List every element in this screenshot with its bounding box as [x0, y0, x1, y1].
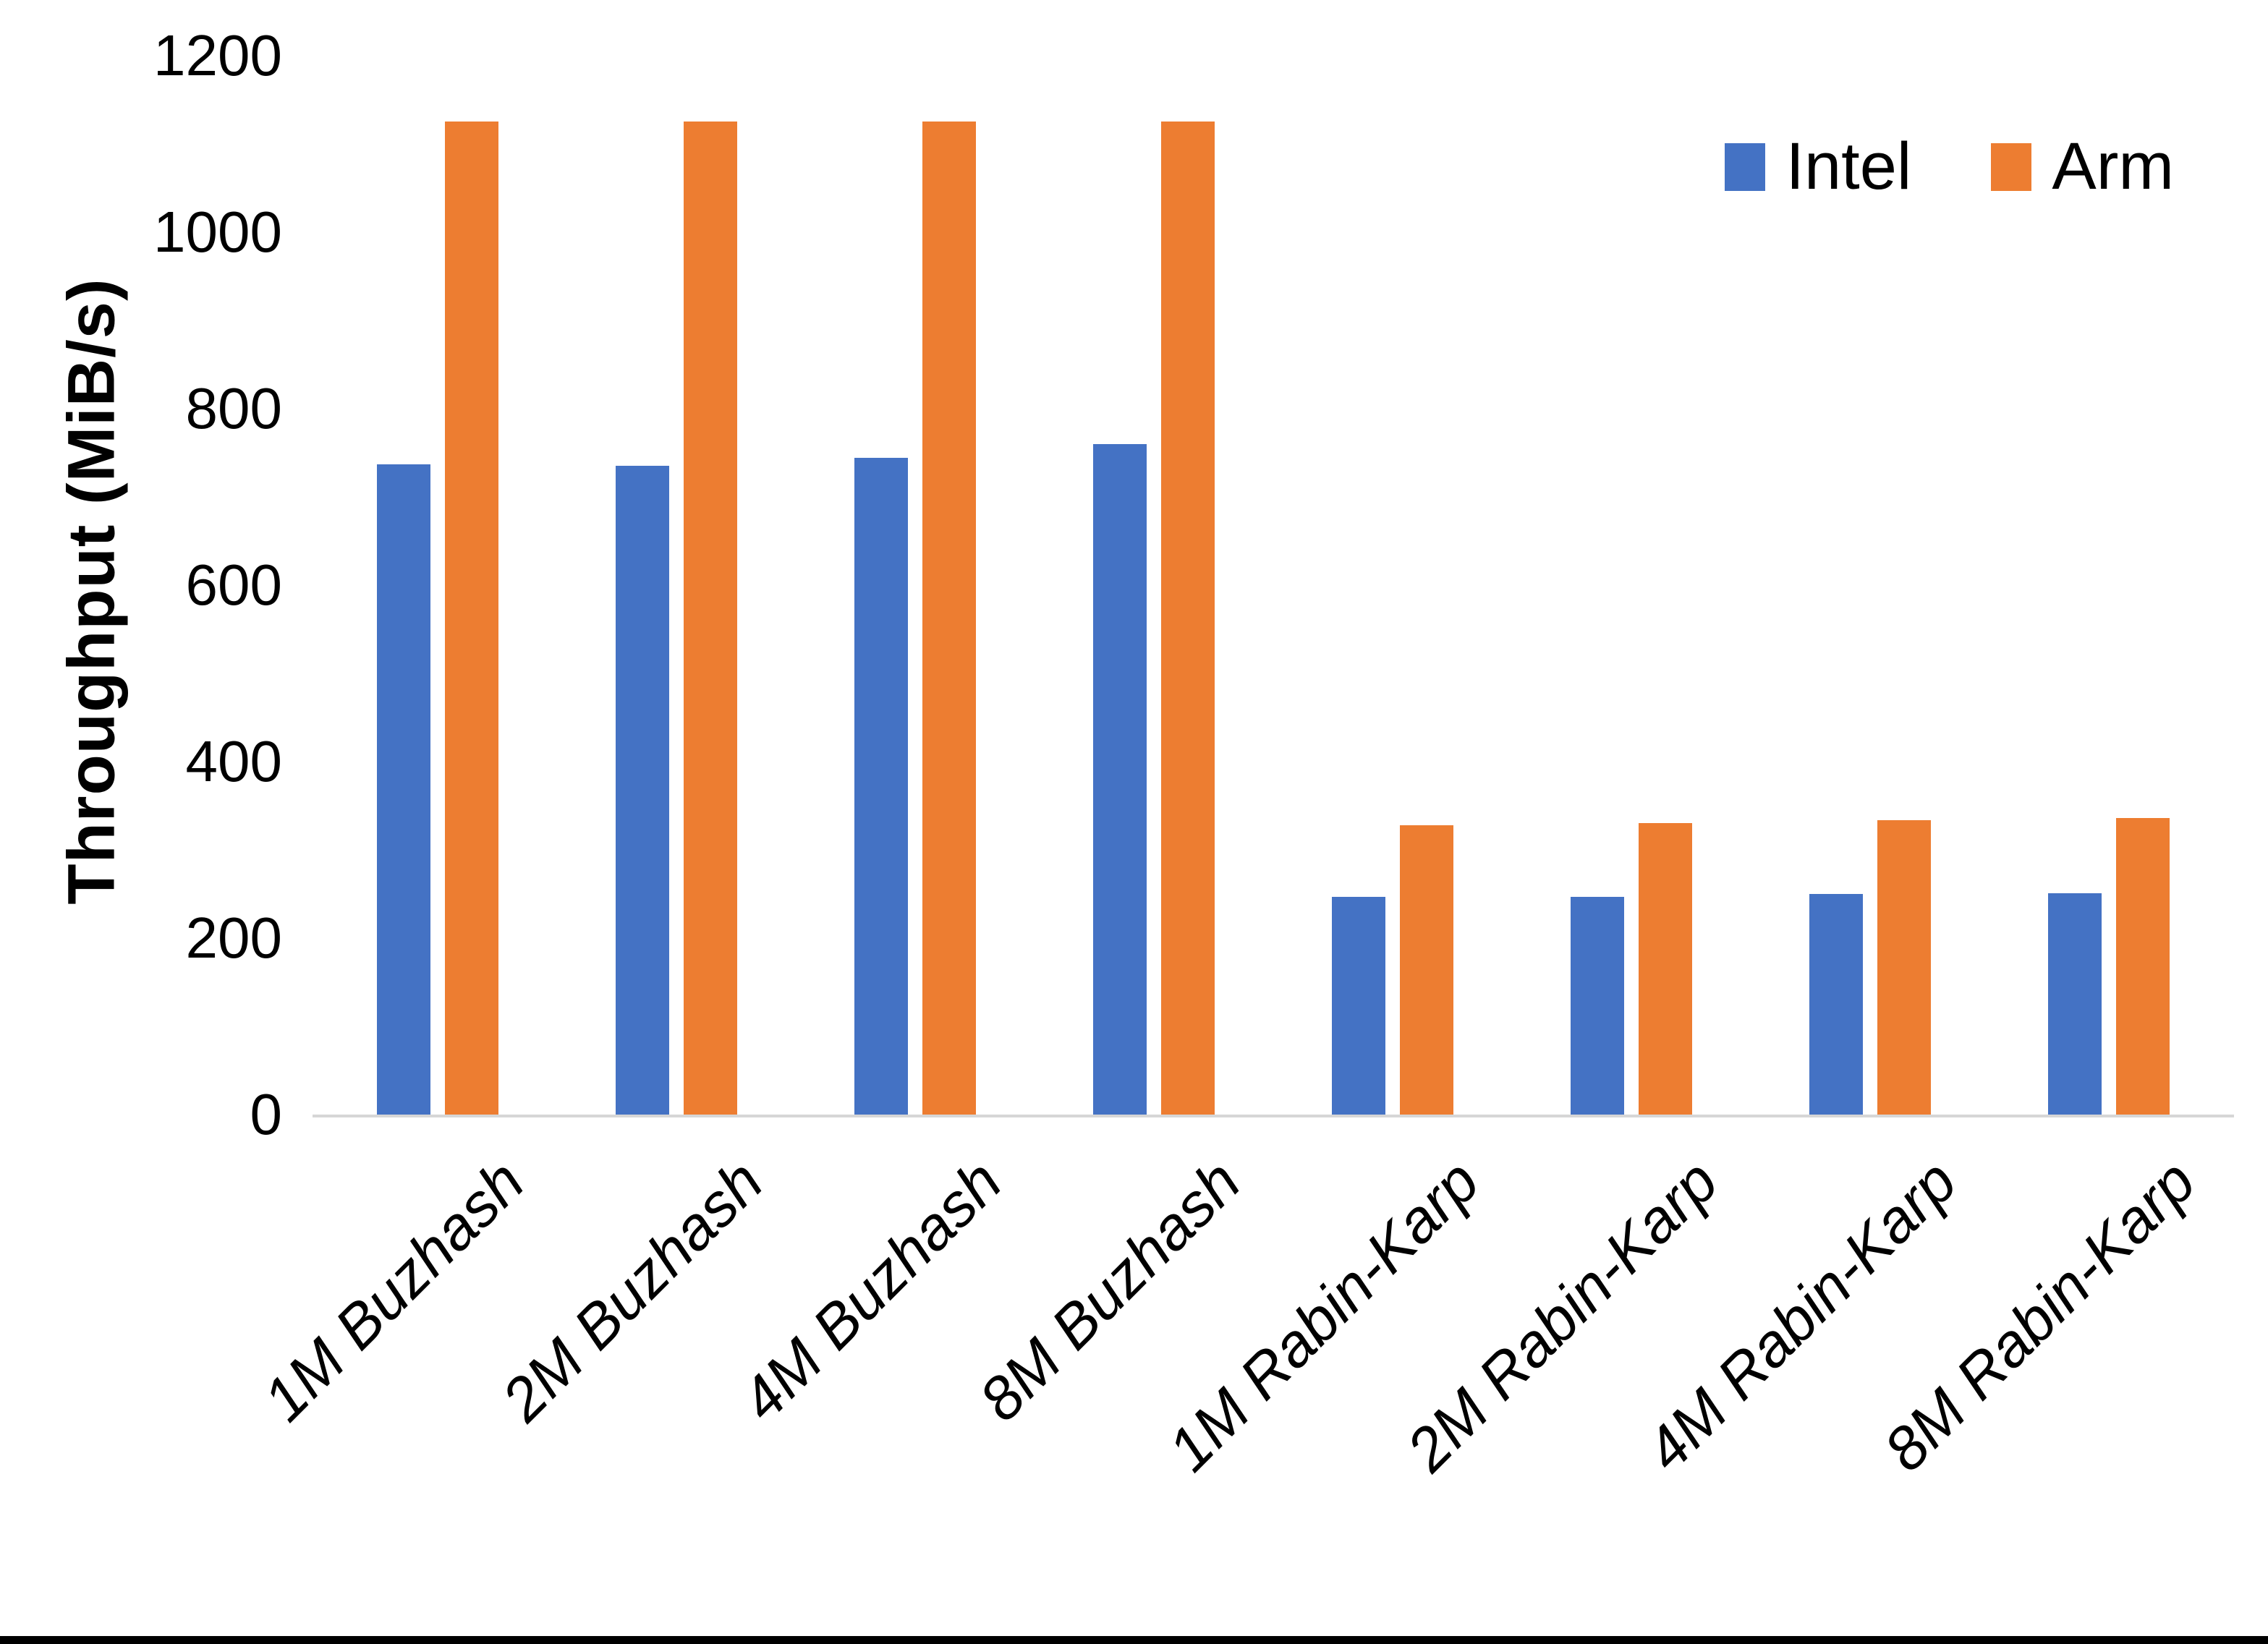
bar-intel-8m-rabin-karp — [2048, 893, 2102, 1115]
bar-intel-4m-rabin-karp — [1809, 894, 1863, 1115]
legend-swatch-icon — [1725, 142, 1766, 191]
bar-group — [557, 56, 796, 1115]
legend-label: Arm — [2052, 129, 2174, 203]
legend: Intel Arm — [1725, 129, 2174, 205]
bar-arm-1m-rabin-karp — [1400, 825, 1453, 1115]
bar-group — [1273, 56, 1512, 1115]
legend-item-arm: Arm — [1991, 129, 2174, 205]
y-tick-label: 600 — [185, 553, 282, 617]
bar-intel-8m-buzhash — [1093, 444, 1147, 1115]
bar-intel-2m-buzhash — [616, 466, 669, 1115]
y-tick-label: 400 — [185, 729, 282, 793]
x-axis-line — [313, 1115, 2234, 1117]
bar-intel-1m-rabin-karp — [1332, 897, 1385, 1115]
bar-arm-4m-rabin-karp — [1877, 820, 1931, 1115]
bar-arm-2m-rabin-karp — [1639, 823, 1692, 1115]
legend-swatch-icon — [1991, 142, 2032, 191]
bar-group — [318, 56, 557, 1115]
bar-arm-8m-buzhash — [1161, 122, 1215, 1115]
y-tick-label: 200 — [185, 906, 282, 970]
legend-item-intel: Intel — [1725, 129, 1911, 205]
bar-group — [1512, 56, 1751, 1115]
y-tick-label: 1200 — [153, 23, 282, 88]
bar-group — [796, 56, 1035, 1115]
bar-group — [1989, 56, 2228, 1115]
plot-area — [318, 56, 2228, 1115]
window-bottom-border — [0, 1636, 2268, 1644]
bar-group — [1751, 56, 1989, 1115]
bar-intel-2m-rabin-karp — [1571, 897, 1624, 1115]
y-tick-label: 800 — [185, 376, 282, 440]
bar-arm-4m-buzhash — [922, 122, 976, 1115]
bar-arm-1m-buzhash — [445, 122, 498, 1115]
bar-group — [1035, 56, 1273, 1115]
bar-intel-1m-buzhash — [377, 464, 430, 1115]
legend-label: Intel — [1785, 129, 1912, 203]
y-tick-label: 0 — [250, 1082, 283, 1146]
bar-intel-4m-buzhash — [854, 458, 908, 1115]
bar-arm-2m-buzhash — [684, 122, 737, 1115]
x-axis-labels: 1M Buzhash 2M Buzhash 4M Buzhash 8M Buzhash… — [250, 1115, 2228, 1577]
bar-arm-8m-rabin-karp — [2116, 818, 2170, 1115]
y-tick-label: 1000 — [153, 200, 282, 264]
